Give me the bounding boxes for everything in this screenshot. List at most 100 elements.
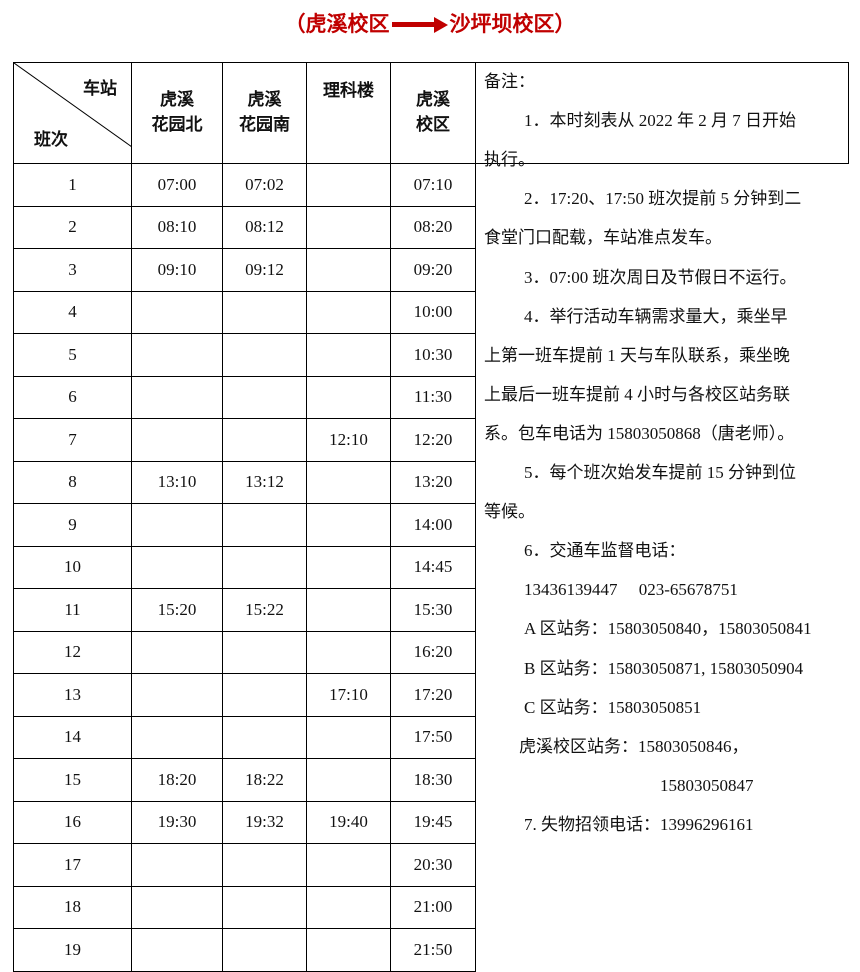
- page-title: （虎溪校区 沙坪坝校区）: [0, 8, 860, 38]
- trip-number-cell: 5: [13, 333, 132, 377]
- trip-number-cell: 8: [13, 460, 132, 504]
- trip-number-cell: 16: [13, 800, 132, 844]
- title-to: 沙坪坝校区）: [449, 12, 576, 36]
- table-row: 12 16:20: [13, 630, 849, 674]
- table-row: 2 08:10 08:12 08:20: [13, 205, 849, 249]
- trip-number-cell: 15: [13, 758, 132, 802]
- header-station-1: 虎溪 花园北: [131, 62, 223, 164]
- time-cell: 15:20: [131, 588, 223, 632]
- time-cell: [131, 503, 223, 547]
- time-cell: 12:10: [306, 418, 391, 462]
- time-cell: [306, 928, 391, 972]
- table-row: 1 07:00 07:02 07:10: [13, 163, 849, 207]
- note-line: 4．举行活动车辆需求量大，乘坐早: [524, 306, 788, 326]
- time-cell: 15:30: [390, 588, 476, 632]
- table-row: 17 20:30: [13, 843, 849, 887]
- time-cell: 08:20: [390, 205, 476, 249]
- time-cell: 17:50: [390, 715, 476, 759]
- trip-number-cell: 6: [13, 375, 132, 419]
- time-cell: 18:20: [131, 758, 223, 802]
- note-line: 15803050847: [660, 775, 754, 795]
- time-cell: [131, 715, 223, 759]
- note-line: 执行。: [484, 150, 535, 170]
- time-cell: [131, 843, 223, 887]
- trip-number-cell: 3: [13, 248, 132, 292]
- time-cell: [306, 885, 391, 929]
- time-cell: [306, 333, 391, 377]
- trip-label: 班次: [34, 130, 68, 150]
- notes-heading: 备注：: [484, 72, 535, 91]
- time-cell: [306, 248, 391, 292]
- time-cell: 08:10: [131, 205, 223, 249]
- note-line: 等候。: [484, 502, 535, 522]
- time-cell: 09:10: [131, 248, 223, 292]
- table-row: 6 11:30: [13, 375, 849, 419]
- table-row: 14 17:50: [13, 715, 849, 759]
- trip-number-cell: 1: [13, 163, 132, 207]
- header-station-2: 虎溪 花园南: [222, 62, 307, 164]
- note-line: 上第一班车提前 1 天与车队联系，乘坐晚: [484, 345, 790, 365]
- table-row: 3 09:10 09:12 09:20: [13, 248, 849, 292]
- time-cell: 18:30: [390, 758, 476, 802]
- time-cell: [306, 588, 391, 632]
- trip-number-cell: 10: [13, 545, 132, 589]
- time-cell: 13:12: [222, 460, 307, 504]
- time-cell: 19:45: [390, 800, 476, 844]
- trip-number-cell: 4: [13, 290, 132, 334]
- time-cell: [222, 928, 307, 972]
- timetable: 车站 班次 虎溪 花园北 虎溪 花园南 理科楼 虎溪 校区 备注： 1．本时刻表从 20…: [13, 62, 849, 972]
- note-line: 上最后一班车提前 4 小时与各校区站务联: [484, 384, 790, 404]
- time-cell: 09:20: [390, 248, 476, 292]
- time-cell: 10:30: [390, 333, 476, 377]
- time-cell: 11:30: [390, 375, 476, 419]
- trip-number-cell: 12: [13, 630, 132, 674]
- table-row: 5 10:30: [13, 333, 849, 377]
- time-cell: [306, 205, 391, 249]
- header-station-3: 理科楼: [306, 62, 391, 164]
- time-cell: 20:30: [390, 843, 476, 887]
- table-row: 19 21:50: [13, 928, 849, 972]
- time-cell: [306, 503, 391, 547]
- time-cell: 10:00: [390, 290, 476, 334]
- time-cell: 07:02: [222, 163, 307, 207]
- time-cell: 21:50: [390, 928, 476, 972]
- time-cell: [222, 673, 307, 717]
- notes-panel: 备注： 1．本时刻表从 2022 年 2 月 7 日开始执行。 2．17:20、17…: [475, 62, 849, 834]
- table-row: 11 15:20 15:22 15:30: [13, 588, 849, 632]
- note-line: 13436139447 023-65678751: [524, 580, 738, 600]
- time-cell: [131, 418, 223, 462]
- right-arrow-icon: [391, 15, 448, 35]
- trip-number-cell: 2: [13, 205, 132, 249]
- time-cell: [306, 545, 391, 589]
- diagonal-divider: [14, 63, 132, 147]
- time-cell: [222, 843, 307, 887]
- time-cell: 09:12: [222, 248, 307, 292]
- note-line: 1．本时刻表从 2022 年 2 月 7 日开始: [524, 111, 796, 131]
- trip-number-cell: 19: [13, 928, 132, 972]
- time-cell: 14:00: [390, 503, 476, 547]
- table-row: 7 12:10 12:20: [13, 418, 849, 462]
- note-line: 6．交通车监督电话：: [524, 541, 686, 561]
- time-cell: 13:20: [390, 460, 476, 504]
- note-line: 虎溪校区站务：15803050846，: [519, 736, 749, 756]
- time-cell: 14:45: [390, 545, 476, 589]
- note-line: 3．07:00 班次周日及节假日不运行。: [524, 267, 797, 287]
- time-cell: 13:10: [131, 460, 223, 504]
- trip-number-cell: 7: [13, 418, 132, 462]
- time-cell: [222, 885, 307, 929]
- time-cell: [306, 758, 391, 802]
- time-cell: [306, 163, 391, 207]
- table-row: 18 21:00: [13, 885, 849, 929]
- note-line: 5．每个班次始发车提前 15 分钟到位: [524, 463, 796, 482]
- time-cell: [131, 928, 223, 972]
- trip-number-cell: 18: [13, 885, 132, 929]
- time-cell: 19:32: [222, 800, 307, 844]
- time-cell: [306, 715, 391, 759]
- note-line: 2．17:20、17:50 班次提前 5 分钟到二: [524, 189, 802, 209]
- note-line: A 区站务：15803050840，15803050841: [524, 619, 812, 639]
- table-row: 16 19:30 19:32 19:40 19:45: [13, 800, 849, 844]
- header-corner: 车站 班次: [13, 62, 132, 164]
- trip-number-cell: 9: [13, 503, 132, 547]
- table-row: 9 14:00: [13, 503, 849, 547]
- header-station-4: 虎溪 校区: [390, 62, 476, 164]
